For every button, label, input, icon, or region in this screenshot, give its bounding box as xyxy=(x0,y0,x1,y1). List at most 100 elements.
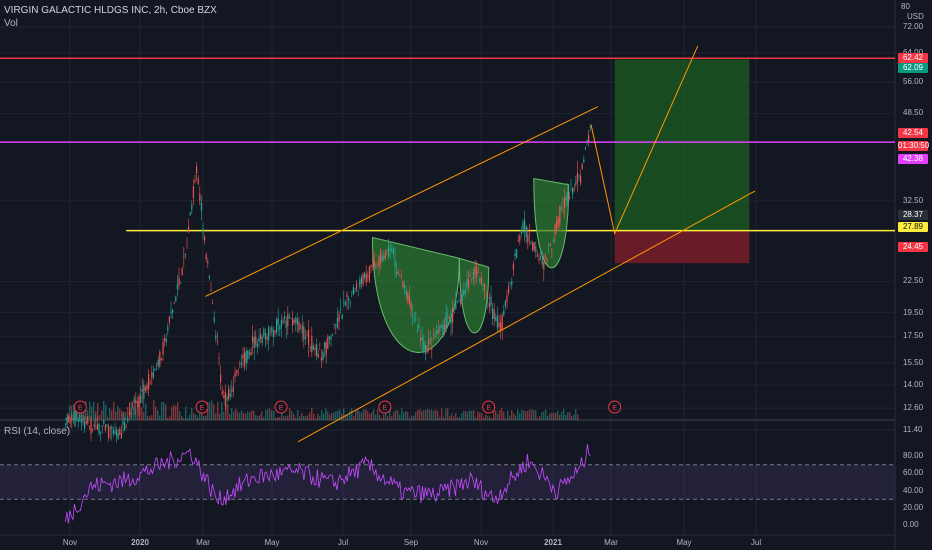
volume-bar xyxy=(111,410,113,420)
volume-bar xyxy=(245,413,247,420)
volume-bar xyxy=(133,406,135,420)
candle-body xyxy=(151,372,153,379)
volume-bar xyxy=(479,412,481,420)
candle-body xyxy=(224,392,227,407)
candle-body xyxy=(191,204,193,210)
candle-body xyxy=(373,261,375,268)
earnings-marker-label: E xyxy=(200,405,205,412)
volume-bar xyxy=(469,410,471,420)
candle-body xyxy=(468,278,470,289)
rsi-tick: 80.00 xyxy=(903,451,924,461)
candle-body xyxy=(124,422,126,431)
volume-bar xyxy=(253,410,255,420)
candle-body xyxy=(279,326,281,330)
candle-body xyxy=(85,421,87,424)
volume-bar xyxy=(141,407,143,420)
candle-body xyxy=(274,330,276,334)
candle-body xyxy=(237,372,239,374)
candle-body xyxy=(416,330,419,332)
candle-body xyxy=(132,404,134,406)
candle-body xyxy=(549,243,551,246)
volume-bar xyxy=(377,409,379,420)
candle-body xyxy=(386,250,388,252)
candle-body xyxy=(93,424,95,427)
volume-bar xyxy=(109,407,111,420)
candle-body xyxy=(242,354,244,359)
volume-bar xyxy=(517,409,519,420)
candle-body xyxy=(437,329,439,334)
volume-bar xyxy=(113,401,115,420)
candle-body xyxy=(213,317,215,322)
candle-body xyxy=(221,391,223,395)
volume-bar xyxy=(355,410,357,420)
volume-bar xyxy=(463,410,465,420)
volume-bar xyxy=(181,415,183,420)
volume-bar xyxy=(445,408,447,420)
candle-body xyxy=(586,140,588,143)
volume-bar xyxy=(107,416,109,420)
candle-body xyxy=(103,420,105,424)
volume-bar xyxy=(103,401,105,420)
candle-body xyxy=(447,316,449,317)
volume-bar xyxy=(569,412,571,420)
volume-bar xyxy=(391,416,393,420)
volume-bar xyxy=(343,408,345,420)
volume-bar xyxy=(145,403,147,420)
volume-bar xyxy=(353,415,355,420)
candle-body xyxy=(453,306,455,308)
candle-body xyxy=(458,299,460,301)
candle-body xyxy=(74,411,76,426)
candle-body xyxy=(583,159,585,163)
volume-bar xyxy=(149,416,151,420)
candle-body xyxy=(487,297,489,299)
candle-body xyxy=(367,275,369,278)
candle-body xyxy=(152,372,155,377)
candle-body xyxy=(159,351,161,367)
price-tick: 22.50 xyxy=(903,276,924,286)
volume-bar xyxy=(65,417,67,420)
candle-body xyxy=(370,265,372,268)
candle-body xyxy=(280,320,283,328)
volume-bar xyxy=(159,415,161,420)
candle-body xyxy=(495,317,497,321)
volume-bar xyxy=(161,402,163,420)
volume-bar xyxy=(189,414,191,420)
volume-bar xyxy=(491,417,493,420)
candle-body xyxy=(135,400,137,404)
candle-body xyxy=(375,267,377,268)
volume-bar xyxy=(535,410,537,420)
volume-bar xyxy=(157,409,159,420)
candle-body xyxy=(572,188,574,195)
volume-bar xyxy=(213,404,215,420)
candle-body xyxy=(522,222,524,230)
time-tick: Nov xyxy=(473,538,489,547)
volume-bar xyxy=(307,415,309,420)
candle-body xyxy=(144,387,147,391)
candle-body xyxy=(477,272,479,273)
volume-bar xyxy=(527,410,529,420)
candle-body xyxy=(479,278,481,282)
volume-legend: Vol xyxy=(4,18,18,29)
candle-body xyxy=(533,242,535,250)
price-tick: 48.50 xyxy=(903,108,924,118)
volume-bar xyxy=(197,417,199,420)
volume-bar xyxy=(357,408,359,420)
volume-bar xyxy=(183,417,185,420)
candle-body xyxy=(384,252,387,259)
candle-body xyxy=(196,166,198,174)
volume-bar xyxy=(567,412,569,420)
volume-bar xyxy=(335,411,337,420)
volume-bar xyxy=(471,410,473,420)
volume-bar xyxy=(367,411,369,420)
candle-body xyxy=(226,397,228,400)
volume-bar xyxy=(123,411,125,420)
volume-bar xyxy=(351,408,353,420)
volume-bar xyxy=(207,401,209,420)
candle-body xyxy=(202,228,204,234)
candle-body xyxy=(440,324,443,328)
price-tick: 14.00 xyxy=(903,380,924,390)
volume-bar xyxy=(499,410,501,420)
candle-body xyxy=(266,336,268,340)
volume-bar xyxy=(561,411,563,420)
